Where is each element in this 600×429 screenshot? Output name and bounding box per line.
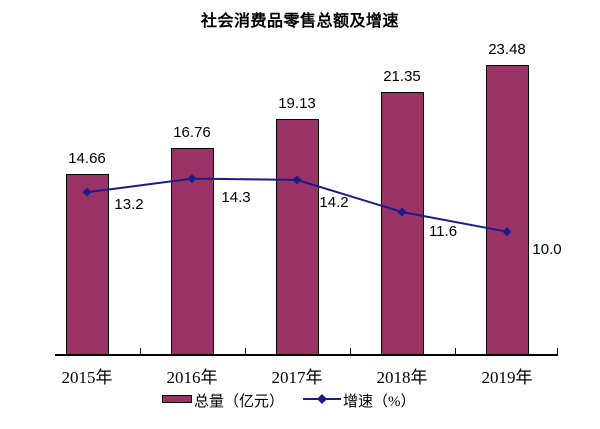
line-value-label: 11.6 xyxy=(428,222,458,240)
x-axis-label-2015年: 2015年 xyxy=(61,368,113,387)
legend-bar-swatch xyxy=(162,395,192,403)
axis-tick xyxy=(244,348,246,354)
legend-bar-label: 总量（亿元） xyxy=(194,394,285,410)
bar-value-label: 23.48 xyxy=(488,41,526,59)
legend-line-label: 增速（%） xyxy=(343,394,416,410)
bar-value-label: 19.13 xyxy=(278,95,316,113)
bar-value-label: 21.35 xyxy=(383,67,421,85)
chart-title: 社会消费品零售总额及增速 xyxy=(200,13,399,30)
x-axis-label-2018年: 2018年 xyxy=(376,368,428,387)
diamond-marker xyxy=(82,187,92,197)
x-axis-label-2019年: 2019年 xyxy=(481,368,533,387)
line-value-label: 14.3 xyxy=(221,188,251,206)
legend-diamond-marker xyxy=(317,394,327,404)
diamond-marker xyxy=(502,227,512,237)
x-axis-label-2016年: 2016年 xyxy=(166,368,218,387)
axis-tick xyxy=(556,348,558,354)
legend-line-swatch xyxy=(303,394,341,404)
diamond-marker xyxy=(292,175,302,185)
bar-value-label: 14.66 xyxy=(68,150,106,168)
diamond-marker xyxy=(187,174,197,184)
line-value-label: 10.0 xyxy=(532,240,562,258)
axis-tick xyxy=(349,348,351,354)
bar-2015年 xyxy=(65,174,109,355)
line-value-label: 14.2 xyxy=(319,193,349,211)
bar-value-label: 16.76 xyxy=(173,124,211,142)
line-value-label: 13.2 xyxy=(114,196,144,214)
axis-tick xyxy=(139,348,141,354)
x-axis-label-2017年: 2017年 xyxy=(271,368,323,387)
x-axis-line xyxy=(55,354,558,356)
axis-tick xyxy=(454,348,456,354)
bar-2017年 xyxy=(275,119,319,355)
diamond-marker xyxy=(397,207,407,217)
bar-2018年 xyxy=(380,91,424,355)
